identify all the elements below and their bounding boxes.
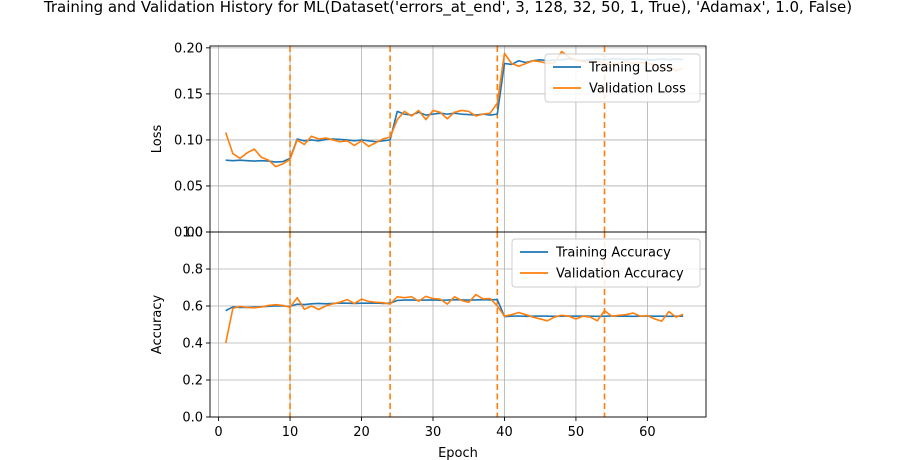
panel-1-x-tick-label-1: 10: [282, 425, 299, 440]
panel-1-series-1-line: [224, 293, 684, 344]
panel-1-x-tick-label-3: 30: [425, 425, 442, 440]
panel-1-y-tick-label-5: 1.0: [182, 226, 203, 241]
panel-1-legend-label-1: Validation Accuracy: [556, 267, 684, 282]
panel-1-x-tick-label-4: 40: [496, 425, 513, 440]
panel-1-x-tick-label-6: 60: [639, 425, 656, 440]
panel-1-y-tick-label-3: 0.6: [182, 300, 203, 315]
panel-1-x-tick-label-0: 0: [214, 425, 222, 440]
panel-1-x-tick-label-2: 20: [353, 425, 370, 440]
panel-1-y-tick-label-0: 0.0: [182, 411, 203, 426]
x-axis-label: Epoch: [438, 446, 478, 460]
panel-0-y-tick-label-2: 0.10: [174, 133, 203, 148]
panel-1-y-tick-label-2: 0.4: [182, 337, 203, 352]
panel-0-legend-box: [544, 53, 701, 103]
panel-1-legend: Training Accuracy Validation Accuracy: [511, 238, 701, 288]
panel-0-y-axis-label: Loss: [150, 125, 165, 154]
panel-1-y-axis-label: Accuracy: [150, 295, 165, 355]
panel-0-legend-label-1: Validation Loss: [589, 82, 686, 97]
chart-title: Training and Validation History for ML(D…: [43, 0, 852, 17]
loss-panel: 0.00 0.05 0.10 0.15 0.20 Loss Training Loss Val…: [150, 41, 707, 241]
panel-1-legend-box: [511, 238, 701, 288]
panel-1-axes-frame: [209, 231, 707, 418]
panel-0-legend: Training Loss Validation Loss: [544, 53, 701, 103]
panel-1-legend-label-0: Training Accuracy: [555, 246, 671, 261]
panel-0-y-tick-label-1: 0.05: [174, 179, 203, 194]
panel-1-x-tick-label-5: 50: [568, 425, 585, 440]
panel-0-y-tick-label-4: 0.20: [174, 41, 203, 56]
panel-1-y-tick-label-1: 0.2: [182, 374, 203, 389]
accuracy-panel: 0.0 0.2 0.4 0.6 0.8 1.0 0 10 20 30 40 50 60 Accuracy T…: [150, 226, 707, 440]
panel-0-y-tick-label-0: 0.00: [174, 226, 203, 241]
panel-0-y-tick-label-3: 0.15: [174, 87, 203, 102]
panel-1-y-tick-label-4: 0.8: [182, 263, 203, 278]
panel-0-legend-label-0: Training Loss: [588, 61, 673, 76]
